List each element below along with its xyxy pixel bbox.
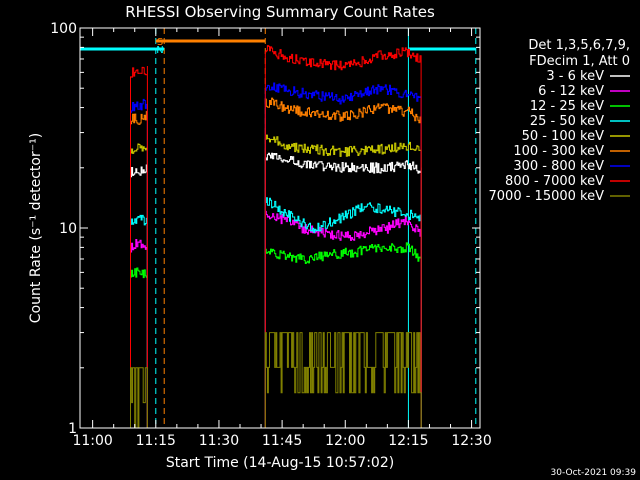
series-line [264,45,422,428]
series-300-800-kev [130,82,422,428]
legend-label: 25 - 50 keV [530,114,604,129]
chart-title: RHESSI Observing Summary Count Rates [125,3,435,21]
series-line [130,367,148,429]
x-tick-label: 12:30 [451,433,491,449]
legend-label: 12 - 25 keV [530,99,604,114]
series-7000-15000-kev [130,332,422,429]
legend-label: 50 - 100 keV [522,129,605,144]
y-tick-label: 100 [50,21,77,37]
series-800-7000-kev [130,45,422,428]
series-100-300-kev [130,97,422,428]
series-3-6-kev [130,152,422,428]
legend-header-line-1: Det 1,3,5,6,7,9, [528,38,630,53]
series-line [264,242,422,428]
series-line [130,143,148,428]
series-line [264,97,422,428]
series-6-12-kev [130,210,422,428]
y-axis: 1 10 100 [50,21,480,437]
state-bars: SN [80,37,476,56]
series-line [264,134,422,428]
state-bar-label: S [157,37,163,48]
series-line [130,98,148,428]
vertical-markers [155,28,477,428]
legend: Det 1,3,5,6,7,9, FDecim 1, Att 0 3 - 6 k… [489,38,630,204]
x-tick-label: 11:15 [136,433,176,449]
series-line [130,239,148,428]
legend-label: 300 - 800 keV [513,159,604,174]
x-tick-label: 12:15 [388,433,428,449]
legend-label: 7000 - 15000 keV [489,189,605,204]
series-line [130,66,148,428]
series-line [264,210,422,428]
series-line [130,164,148,428]
state-bar-label: N [156,45,163,56]
x-tick-label: 12:00 [325,433,365,449]
legend-label: 3 - 6 keV [546,69,604,84]
legend-label: 100 - 300 keV [513,144,604,159]
legend-label: 800 - 7000 keV [505,174,604,189]
series-line [130,267,148,428]
x-tick-label: 11:00 [72,433,112,449]
series-25-50-kev [130,197,422,428]
series-line [264,82,422,428]
series-lines [130,45,422,429]
x-tick-label: 11:45 [262,433,302,449]
series-line [130,214,148,428]
series-line [264,197,422,428]
legend-label: 6 - 12 keV [538,84,604,99]
series-50-100-kev [130,134,422,428]
y-tick-label: 10 [59,221,77,237]
y-tick-label: 1 [68,421,77,437]
legend-header-line-2: FDecim 1, Att 0 [529,54,630,69]
x-axis: 11:00 11:15 11:30 11:45 12:00 12:15 12:30 [72,28,492,449]
series-line [264,152,422,428]
x-axis-label: Start Time (14-Aug-15 10:57:02) [166,455,394,471]
y-axis-label: Count Rate (s⁻¹ detector⁻¹) [28,133,44,323]
series-line [264,332,422,428]
series-12-25-kev [130,242,422,428]
series-line [130,111,148,428]
x-tick-label: 11:30 [199,433,239,449]
timestamp: 30-Oct-2021 09:39 [551,468,637,478]
